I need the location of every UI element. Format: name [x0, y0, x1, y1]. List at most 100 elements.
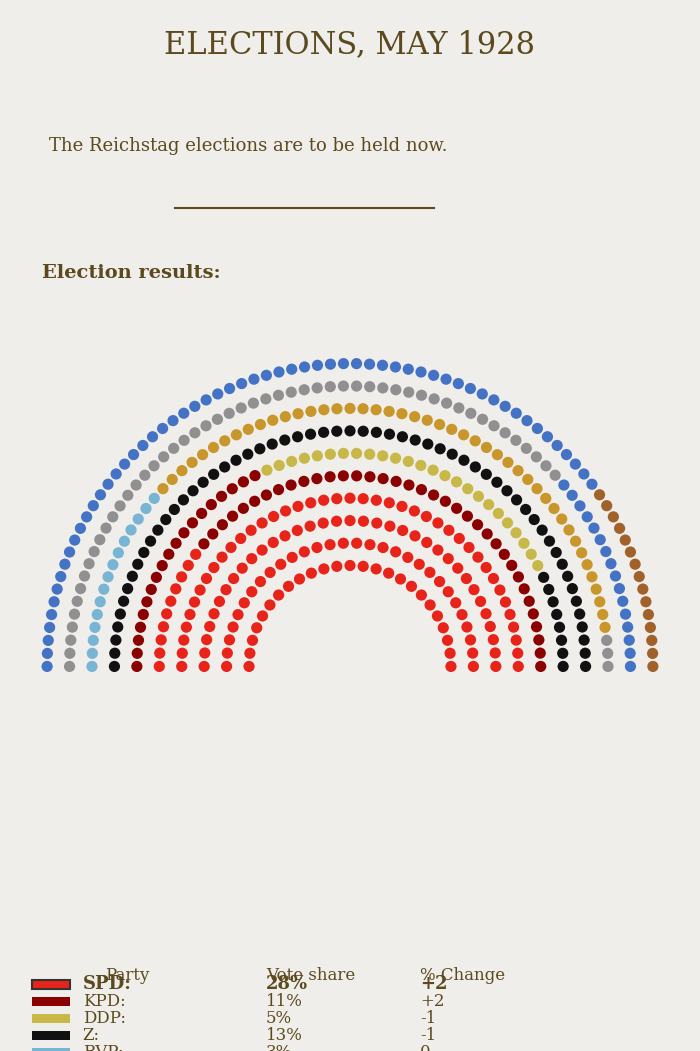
Point: [318, 492, 329, 509]
Point: [331, 513, 342, 530]
Point: [364, 356, 375, 373]
Point: [132, 511, 144, 528]
Point: [402, 453, 414, 470]
Point: [305, 426, 316, 442]
Point: [526, 545, 537, 562]
Point: [445, 658, 456, 675]
Point: [261, 461, 272, 478]
Point: [556, 511, 568, 528]
Point: [189, 594, 200, 611]
Point: [557, 645, 568, 662]
Point: [494, 581, 505, 598]
Point: [465, 380, 476, 397]
Point: [371, 492, 382, 509]
Point: [178, 432, 190, 449]
Point: [358, 513, 369, 530]
Point: [305, 494, 316, 511]
Point: [286, 477, 297, 494]
Point: [620, 532, 631, 549]
Point: [421, 534, 433, 551]
FancyBboxPatch shape: [32, 1031, 70, 1040]
Point: [197, 474, 209, 491]
Point: [451, 500, 462, 517]
Point: [409, 408, 420, 425]
Point: [580, 658, 592, 675]
Point: [306, 564, 317, 581]
Point: [196, 506, 207, 522]
Point: [489, 417, 500, 434]
Point: [338, 445, 349, 461]
Point: [115, 497, 126, 514]
Point: [267, 412, 279, 429]
Point: [102, 569, 113, 585]
Point: [92, 606, 103, 623]
Point: [395, 571, 406, 588]
Point: [69, 532, 80, 549]
Point: [601, 632, 612, 648]
Point: [468, 581, 480, 598]
Text: 5%: 5%: [266, 1010, 292, 1027]
Point: [338, 377, 349, 394]
Point: [481, 466, 492, 482]
Point: [351, 377, 362, 394]
Point: [325, 446, 336, 462]
Point: [456, 606, 468, 623]
Point: [477, 386, 488, 403]
Point: [170, 535, 181, 552]
Point: [331, 490, 342, 507]
Point: [237, 560, 248, 577]
Point: [254, 440, 265, 457]
Point: [189, 425, 200, 441]
Point: [447, 446, 458, 462]
Point: [544, 533, 555, 550]
Point: [318, 515, 329, 532]
Point: [132, 556, 144, 573]
Point: [477, 411, 488, 428]
Point: [511, 492, 522, 509]
Point: [620, 605, 631, 622]
Point: [274, 364, 285, 380]
Point: [484, 618, 496, 635]
Point: [397, 429, 408, 446]
Point: [508, 619, 519, 636]
Point: [364, 378, 375, 395]
Point: [87, 645, 98, 662]
Point: [434, 573, 445, 590]
Point: [312, 448, 323, 465]
Point: [535, 658, 546, 675]
Point: [176, 645, 188, 662]
Point: [473, 488, 484, 504]
Point: [86, 658, 97, 675]
Point: [88, 497, 99, 514]
Point: [358, 490, 369, 507]
Point: [522, 471, 533, 488]
Point: [416, 387, 427, 404]
Point: [195, 581, 206, 598]
Point: [71, 593, 83, 610]
Point: [64, 543, 75, 560]
Point: [406, 578, 417, 595]
Point: [458, 452, 470, 469]
Point: [377, 470, 388, 487]
Point: [500, 425, 511, 441]
Point: [153, 521, 164, 538]
Point: [540, 490, 552, 507]
Point: [148, 490, 160, 507]
Point: [472, 516, 483, 533]
Point: [224, 380, 235, 397]
Point: [505, 606, 516, 623]
Point: [222, 644, 233, 661]
Point: [606, 555, 617, 572]
Point: [225, 539, 237, 556]
Point: [594, 487, 606, 503]
Point: [377, 357, 388, 374]
Point: [178, 524, 190, 541]
Point: [60, 556, 71, 573]
Point: [43, 632, 54, 648]
Point: [428, 487, 439, 503]
Point: [371, 515, 382, 532]
Point: [338, 355, 349, 372]
Point: [519, 580, 530, 597]
Point: [41, 658, 52, 675]
Point: [480, 605, 491, 622]
